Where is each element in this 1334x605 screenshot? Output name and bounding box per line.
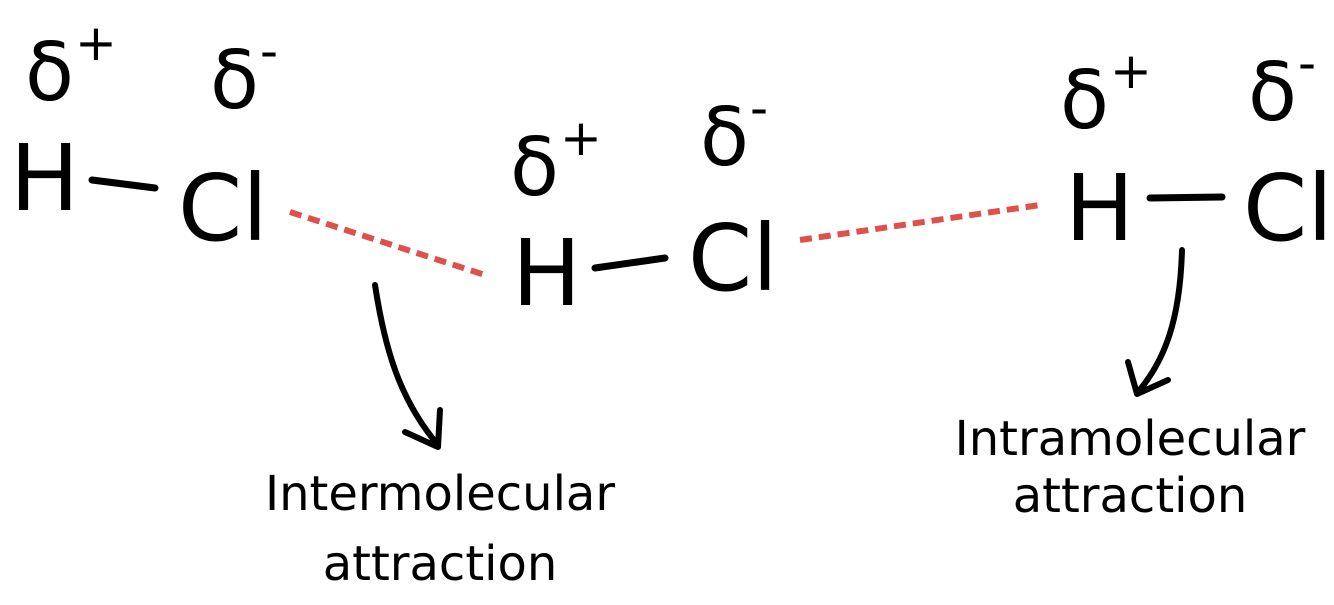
charge-sign: - [260,22,278,80]
dashed-attraction [799,202,1041,243]
bonds [88,176,1226,272]
label-line: attraction [1013,468,1248,524]
charge-sign: - [1298,34,1316,92]
charge-sign: + [1110,42,1152,100]
label-line: Intermolecular [265,466,615,522]
arrow [372,282,441,448]
atom: H [1065,155,1134,262]
partial-charge: δ [700,91,749,184]
atom: Cl [1243,155,1333,262]
atom: H [512,220,581,327]
atom: Cl [178,155,268,262]
atom: Cl [688,205,778,312]
label-line: attraction [323,536,558,592]
arrow [1135,247,1185,395]
partial-charge: δ [1248,46,1297,139]
partial-charge: δ [210,34,259,127]
arrows [372,247,1185,450]
charge-sign: - [750,79,768,137]
arrow-head [402,407,443,450]
partial-charge: δ [25,26,74,119]
dashed-attraction [289,209,486,278]
charge-sign: + [75,14,117,72]
bond [88,176,159,192]
partial-charge: δ [1060,54,1109,147]
attractions [289,202,1041,278]
bond [1146,193,1226,202]
atom: H [10,125,79,232]
bond [591,254,669,272]
charge-sign: + [560,109,602,167]
partial-charge: δ [510,121,559,214]
arrow-head [1125,359,1171,397]
label-line: Intramolecular [955,411,1306,467]
